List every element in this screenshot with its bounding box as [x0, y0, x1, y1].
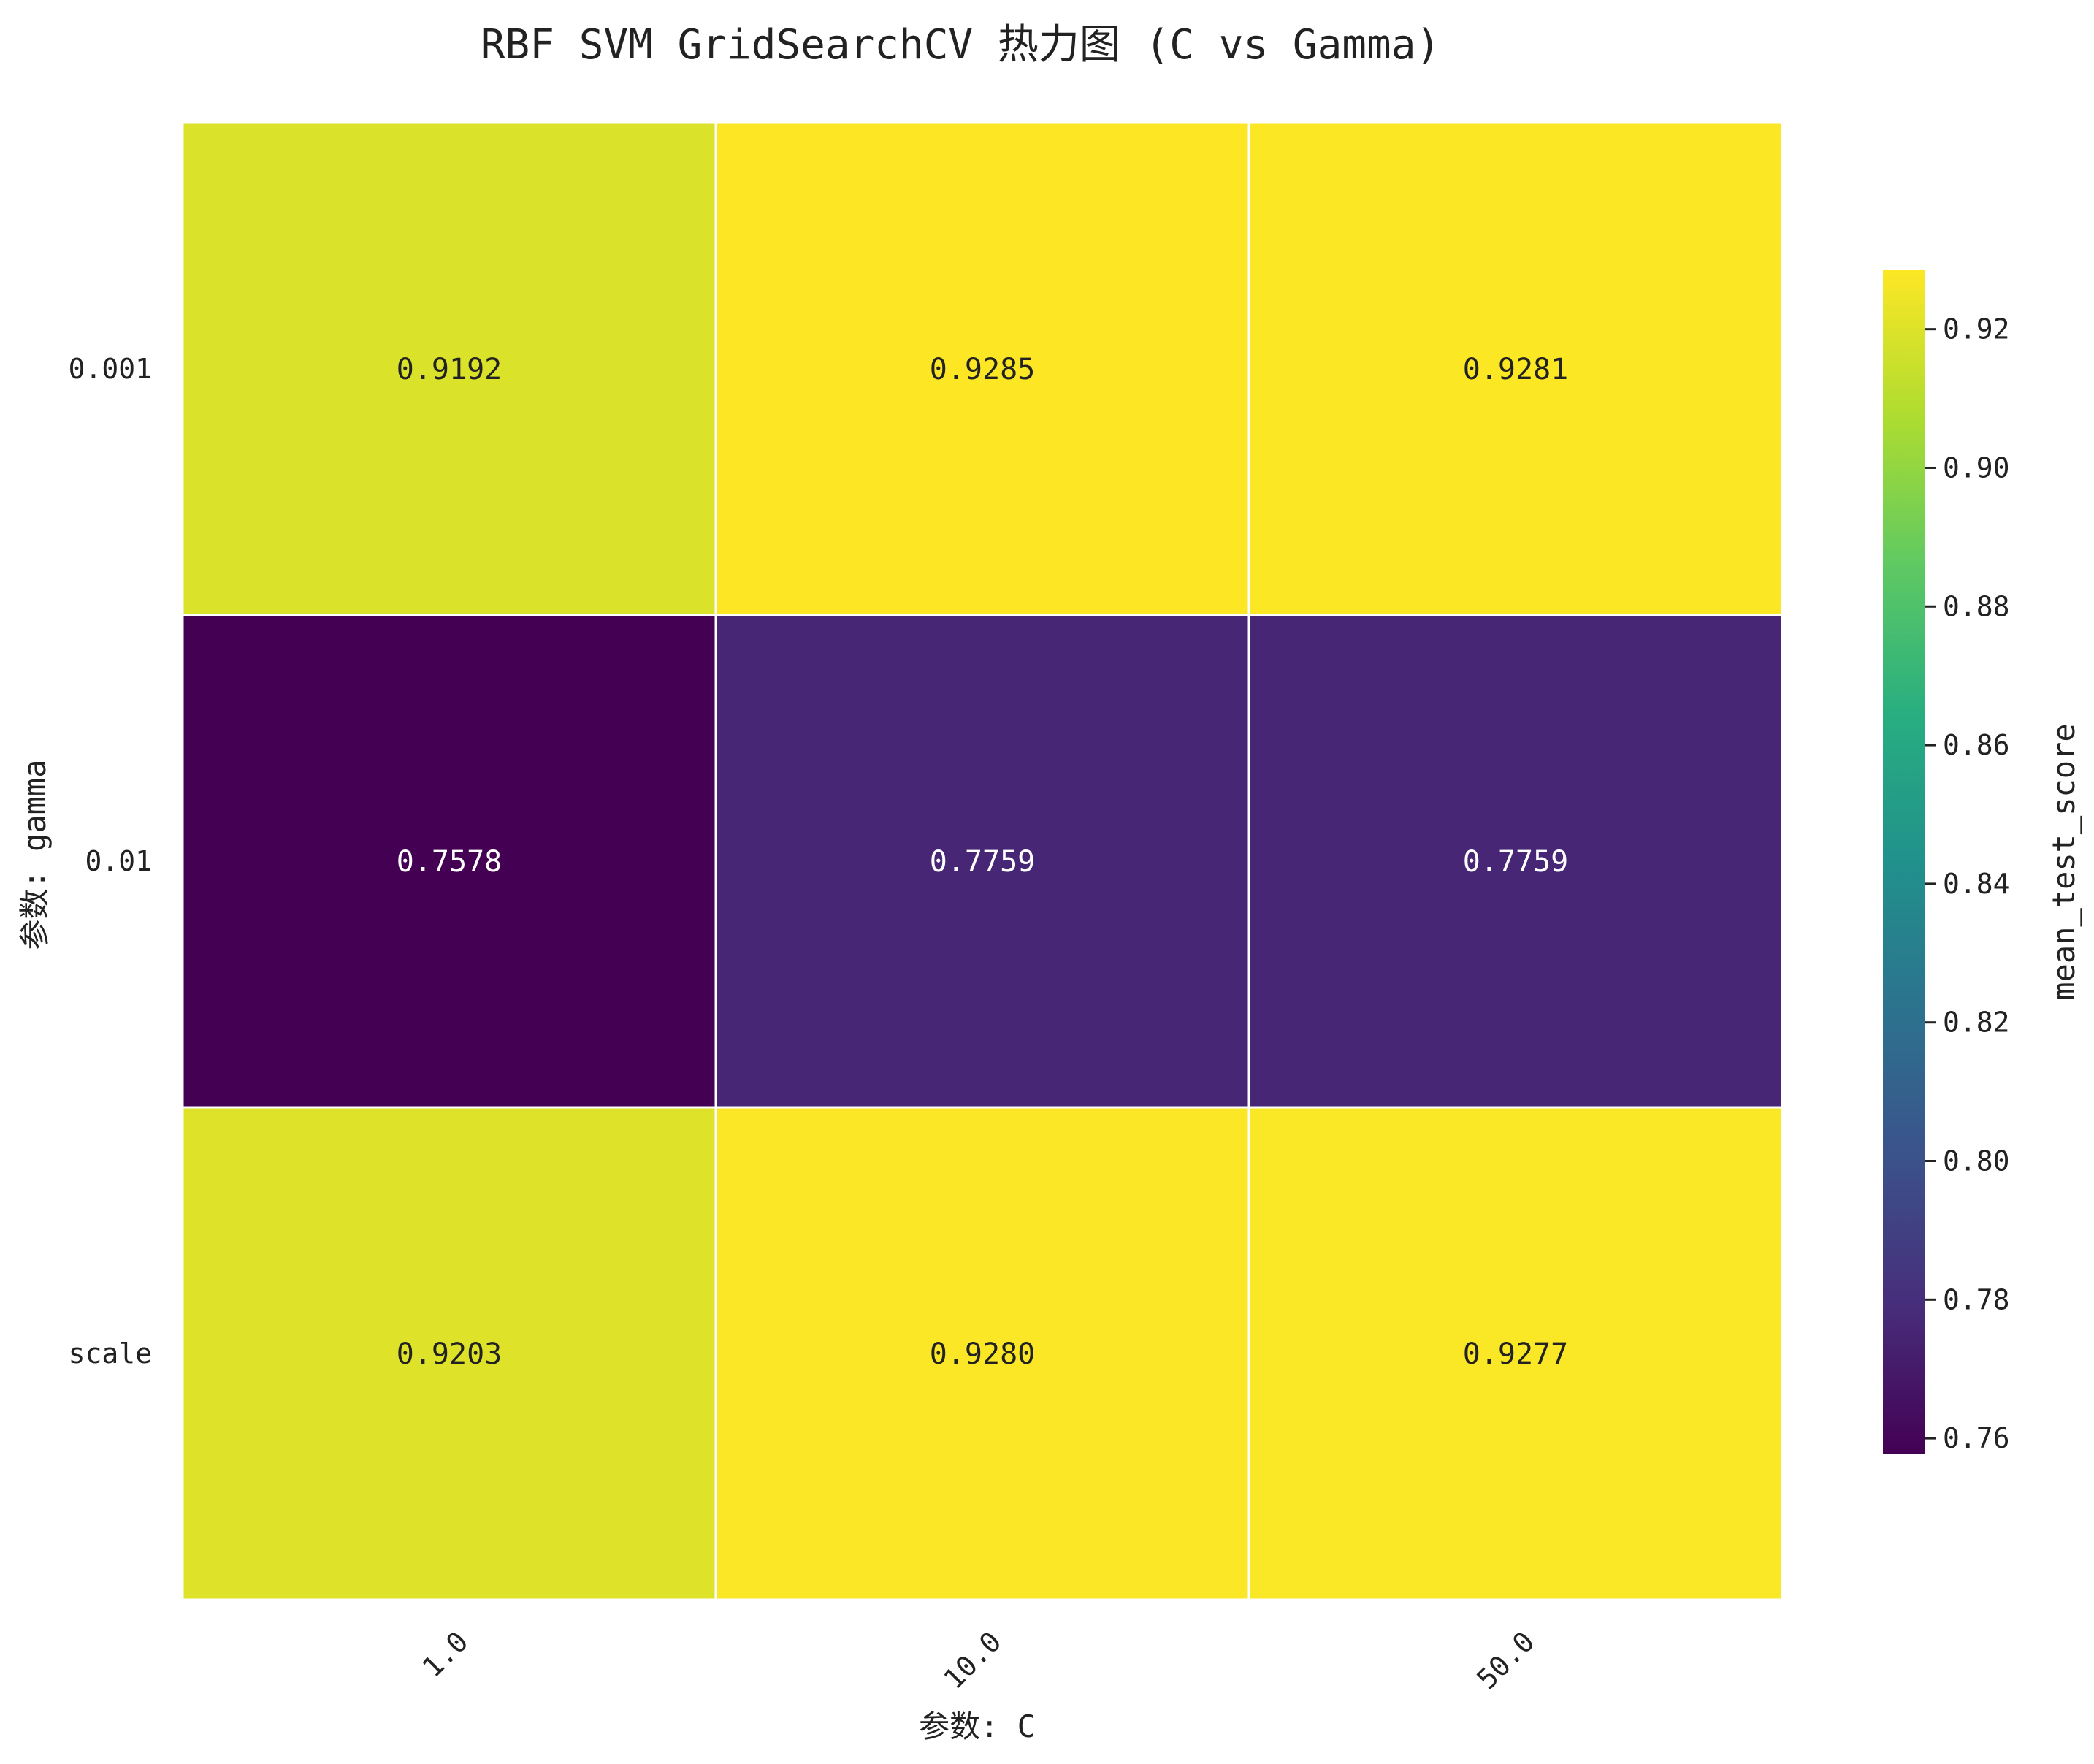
x-tick-label: 1.0 [416, 1625, 475, 1684]
heatmap-cell-value: 0.7578 [397, 845, 503, 879]
colorbar-tick-label: 0.84 [1943, 868, 2010, 900]
colorbar [1883, 270, 1925, 1454]
colorbar-label: mean_test_score [2046, 723, 2082, 1000]
colorbar-tick-label: 0.82 [1943, 1007, 2010, 1039]
heatmap-cell [181, 121, 717, 616]
colorbar-tick-label: 0.78 [1943, 1283, 2010, 1316]
x-axis-label: 参数: C [919, 1708, 1036, 1744]
y-tick-label: 0.01 [85, 845, 152, 877]
x-tick-label: 50.0 [1471, 1625, 1541, 1695]
heatmap-cell-value: 0.7759 [1463, 845, 1569, 879]
colorbar-tick-label: 0.88 [1943, 590, 2010, 622]
y-axis-label: 参数: gamma [17, 759, 53, 950]
heatmap-cell-labels: 0.9192 0.9285 0.9281 0.7578 0.7759 0.7759 0.92… [397, 353, 1569, 1371]
colorbar-tick-label: 0.80 [1943, 1145, 2010, 1177]
heatmap-cell-value: 0.9285 [930, 353, 1036, 386]
heatmap-cell [714, 1106, 1250, 1601]
heatmap-cell [714, 614, 1250, 1109]
heatmap-cells [181, 121, 1784, 1601]
colorbar-tick-label: 0.92 [1943, 313, 2010, 345]
heatmap-cell [714, 121, 1250, 616]
heatmap-cell-value: 0.9203 [397, 1337, 503, 1371]
x-tick-label: 10.0 [938, 1625, 1008, 1695]
heatmap-cell [181, 614, 717, 1109]
heatmap-cell [1247, 614, 1784, 1109]
heatmap-cell-value: 0.9281 [1463, 353, 1569, 386]
y-axis-ticks: 0.001 0.01 scale [69, 353, 152, 1370]
heatmap-cell [1247, 121, 1784, 616]
colorbar-tick-label: 0.86 [1943, 729, 2010, 761]
heatmap-cell-value: 0.9280 [930, 1337, 1036, 1371]
heatmap-cell-value: 0.9192 [397, 353, 503, 386]
colorbar-tick-label: 0.90 [1943, 451, 2010, 484]
y-tick-label: 0.001 [69, 353, 152, 385]
chart-title: RBF SVM GridSearchCV 热力图 (C vs Gamma) [481, 21, 1440, 69]
x-axis-ticks: 1.0 10.0 50.0 [416, 1625, 1541, 1695]
heatmap-cell-value: 0.9277 [1463, 1337, 1569, 1371]
colorbar-ticks: 0.76 0.78 0.80 0.82 0.84 0.86 0.88 0.90 0.92 [1925, 313, 2010, 1454]
heatmap-cell [1247, 1106, 1784, 1601]
colorbar-tick-label: 0.76 [1943, 1422, 2010, 1454]
y-tick-label: scale [69, 1337, 152, 1370]
heatmap-cell-value: 0.7759 [930, 845, 1036, 879]
heatmap-cell [181, 1106, 717, 1601]
